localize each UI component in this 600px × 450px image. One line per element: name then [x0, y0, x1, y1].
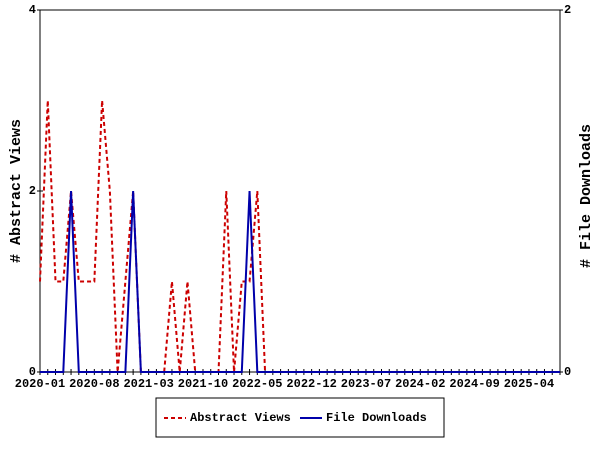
y2-tick-label: 0: [564, 365, 571, 379]
x-tick-label: 2024-09: [449, 377, 499, 391]
x-tick-label: 2022-12: [286, 377, 336, 391]
x-tick-label: 2020-08: [69, 377, 119, 391]
y-tick-label: 4: [29, 3, 36, 17]
legend-label: Abstract Views: [190, 411, 291, 425]
series-line: [39, 100, 560, 373]
x-tick-label: 2024-02: [395, 377, 445, 391]
y-axis-title: # Abstract Views: [8, 119, 25, 263]
y-tick-label: 0: [29, 365, 36, 379]
x-tick-label: 2023-07: [341, 377, 391, 391]
x-tick-label: 2025-04: [504, 377, 554, 391]
y-tick-label: 2: [29, 184, 36, 198]
y2-tick-label: 2: [564, 3, 571, 17]
x-tick-label: 2020-01: [15, 377, 65, 391]
x-tick-label: 2022-05: [232, 377, 282, 391]
x-tick-label: 2021-03: [123, 377, 173, 391]
y2-axis-title: # File Downloads: [578, 124, 595, 268]
plot-frame: [39, 9, 561, 373]
series-line: [40, 190, 560, 373]
x-tick-label: 2021-10: [178, 377, 228, 391]
legend-label: File Downloads: [326, 411, 427, 425]
